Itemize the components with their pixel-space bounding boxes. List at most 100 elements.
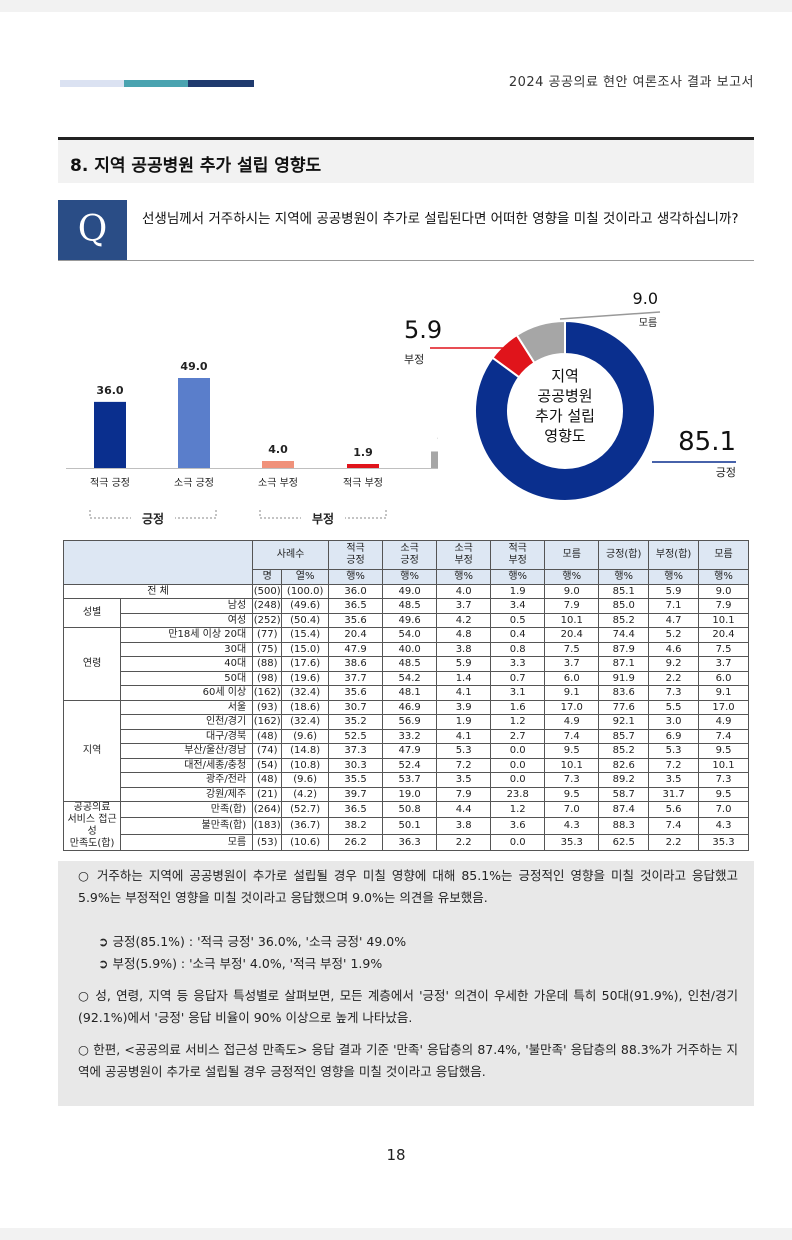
- table-cell: (14.8): [281, 743, 330, 759]
- table-cell: 20.4: [544, 627, 600, 643]
- table-cell: 3.4: [490, 598, 546, 614]
- table-cell: 2.2: [648, 833, 700, 852]
- table-cell: 0.0: [490, 757, 546, 773]
- table-cell: (48): [252, 772, 283, 788]
- table-cell: 7.4: [544, 728, 600, 744]
- table-row: 연령 만18세 이상 20대 (77) (15.4) 20.4 54.0 4.8 0.4 20.…: [62, 627, 749, 701]
- table-cell: 5.5: [648, 699, 700, 715]
- table-cell: 9.1: [698, 685, 749, 701]
- table-row: 대구/경북 (48) (9.6) 52.5 33.2 4.1 2.7 7.4 85.7 6.9 7.…: [64, 728, 749, 744]
- table-cell: (500): [252, 583, 283, 599]
- table-cell: 36.5: [328, 598, 384, 614]
- table-header-cell: 소극 긍정: [382, 540, 438, 570]
- table-units-row: 명 열% 행% 행% 행% 행% 행% 행% 행% 행%: [64, 569, 749, 585]
- table-row: 전 체 (500) (100.0) 36.0 49.0 4.0 1.9 9.0 85.1 5.9 9…: [62, 583, 749, 599]
- table-cell: 7.5: [698, 641, 749, 657]
- table-cell: 35.3: [544, 833, 600, 852]
- table-cell: 87.9: [598, 641, 650, 657]
- bar-category-label: 소극 부정: [258, 477, 298, 489]
- table-cell: 9.2: [648, 656, 700, 672]
- table-row-label: 인천/경기: [120, 714, 254, 730]
- bar-2: [262, 461, 294, 468]
- group-positive-line: [89, 510, 217, 519]
- table-row: 광주/전라 (48) (9.6) 35.5 53.7 3.5 0.0 7.3 89.2 3.5 7.…: [64, 772, 749, 788]
- table-cell: 35.6: [328, 612, 384, 628]
- summary-paragraph-2: ○ 성, 연령, 지역 등 응답자 특성별로 살펴보면, 모든 계층에서 '긍정…: [78, 988, 738, 1025]
- table-group-label: 성별: [62, 598, 122, 628]
- bottom-band: [0, 1228, 792, 1240]
- table-cell: 48.1: [382, 685, 438, 701]
- table-cell: (18.6): [281, 699, 330, 715]
- table-cell: 49.0: [382, 583, 438, 599]
- table-cell: 9.1: [544, 685, 600, 701]
- table-cell: 7.4: [698, 728, 749, 744]
- table-cell: 9.5: [544, 743, 600, 759]
- table-cell: (15.0): [281, 641, 330, 657]
- table-cell: 36.0: [328, 583, 384, 599]
- table-cell: (100.0): [281, 583, 330, 599]
- table-group-label: 연령: [62, 627, 122, 701]
- group-negative-mask: [301, 509, 345, 527]
- table-row-label: 서울: [120, 699, 254, 715]
- table-cell: 30.3: [328, 757, 384, 773]
- table-unit-cell: 행%: [490, 569, 546, 585]
- table-cell: 85.0: [598, 598, 650, 614]
- table-cell: 91.9: [598, 670, 650, 686]
- table-row-label: 강원/제주: [120, 786, 254, 802]
- table-cell: 4.9: [544, 714, 600, 730]
- table-cell: 7.9: [436, 786, 492, 802]
- bar-value-label: 49.0: [180, 360, 207, 373]
- table-cell: (88): [252, 656, 283, 672]
- group-positive-label: 긍정: [142, 511, 164, 526]
- table-cell: 33.2: [382, 728, 438, 744]
- table-cell: 0.0: [490, 743, 546, 759]
- table-unit-cell: 행%: [598, 569, 650, 585]
- table-cell: 4.9: [698, 714, 749, 730]
- table-cell: (4.2): [281, 786, 330, 802]
- table-row-label: 대구/경북: [120, 728, 254, 744]
- table-row: 불만족(합) (183) (36.7) 38.2 50.1 3.8 3.6 4.3 88.3 7.…: [64, 817, 749, 835]
- table-cell: 50.1: [382, 817, 438, 835]
- table-cell: 26.2: [328, 833, 384, 852]
- table-cell: 3.7: [698, 656, 749, 672]
- table-cell: 7.5: [544, 641, 600, 657]
- table-cell: (32.4): [281, 685, 330, 701]
- table-header-cell: 적극 부정: [490, 540, 546, 570]
- table-cell: 37.7: [328, 670, 384, 686]
- table-cell: (77): [252, 627, 283, 643]
- table-row-label: 전 체: [62, 583, 254, 599]
- donut-center-text: 영향도: [544, 427, 586, 445]
- callout-negative-value: 5.9: [404, 316, 442, 344]
- page-number: 18: [386, 1146, 406, 1164]
- table-cell: (17.6): [281, 656, 330, 672]
- table-cell: 47.9: [328, 641, 384, 657]
- table-header-cell: 소극 부정: [436, 540, 492, 570]
- table-cell: 10.1: [698, 757, 749, 773]
- table-cell: 87.4: [598, 800, 650, 819]
- table-cell: 88.3: [598, 817, 650, 835]
- table-cell: 3.8: [436, 641, 492, 657]
- table-row: 인천/경기 (162) (32.4) 35.2 56.9 1.9 1.2 4.9 92.1 3.0…: [64, 714, 749, 730]
- bar-value-label: 9.0: [437, 433, 438, 446]
- table-cell: 7.4: [648, 817, 700, 835]
- callout-unknown-value: 9.0: [633, 289, 658, 308]
- table-cell: 35.6: [328, 685, 384, 701]
- table-cell: 1.9: [490, 583, 546, 599]
- table-unit-cell: 행%: [648, 569, 700, 585]
- table-cell: 17.0: [544, 699, 600, 715]
- table-cell: 7.2: [648, 757, 700, 773]
- table-cell: 56.9: [382, 714, 438, 730]
- table-cell: 2.2: [648, 670, 700, 686]
- table-cell: 0.7: [490, 670, 546, 686]
- table-row-label: 50대: [120, 670, 254, 686]
- table-cell: 30.7: [328, 699, 384, 715]
- bar-category-label: 적극 긍정: [90, 477, 130, 489]
- table-cell: 3.0: [648, 714, 700, 730]
- table-cell: 7.9: [544, 598, 600, 614]
- table-unit-cell: 열%: [281, 569, 330, 585]
- group-negative-line: [259, 510, 387, 519]
- table-cell: 35.5: [328, 772, 384, 788]
- table-row: 성별 남성 (248) (49.6) 36.5 48.5 3.7 3.4 7.9 85.0 7.1 7…: [62, 598, 749, 628]
- table-cell: (74): [252, 743, 283, 759]
- callout-positive-name: 긍정: [716, 466, 736, 479]
